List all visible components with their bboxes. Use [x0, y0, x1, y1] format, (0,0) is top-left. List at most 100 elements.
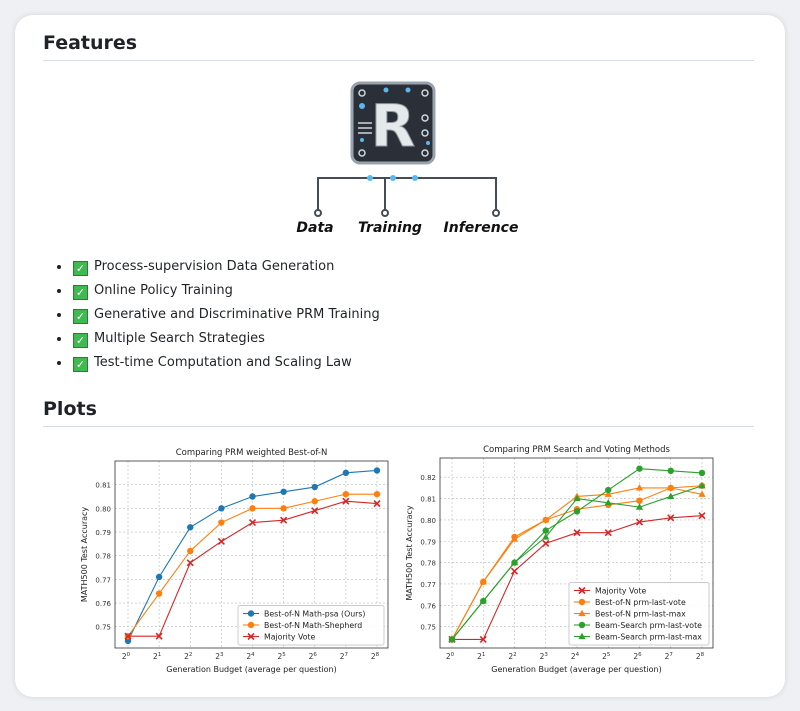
data-point	[280, 505, 287, 512]
data-point	[479, 578, 487, 585]
data-point	[187, 547, 194, 555]
plots-heading: Plots	[43, 398, 754, 427]
data-point	[573, 529, 581, 537]
check-mark-icon: ✓	[73, 333, 88, 348]
legend-label: Majority Vote	[264, 633, 316, 642]
data-point	[667, 492, 675, 500]
y-tick-label: 0.76	[95, 600, 111, 608]
check-mark-icon: ✓	[73, 309, 88, 324]
data-point	[542, 527, 549, 534]
y-tick-label: 0.81	[420, 496, 436, 504]
y-tick-label: 0.82	[420, 474, 436, 482]
list-item: ✓Process-supervision Data Generation	[71, 255, 380, 279]
data-point	[249, 493, 256, 500]
data-point	[636, 465, 643, 472]
svg-text:R: R	[371, 92, 416, 160]
data-point	[311, 483, 318, 491]
check-mark-icon: ✓	[73, 285, 88, 300]
x-tick-label: 25	[602, 652, 611, 661]
data-point	[667, 467, 674, 475]
legend-marker	[247, 610, 255, 617]
plot-frame	[114, 460, 389, 649]
chart-prm-search-voting: Comparing PRM Search and Voting Methods 0…	[405, 445, 714, 674]
data-point	[698, 490, 706, 497]
data-point	[342, 497, 350, 505]
x-tick-label: 24	[246, 652, 255, 661]
data-point	[604, 529, 612, 537]
series-0	[124, 467, 381, 645]
x-tick-label: 23	[215, 652, 224, 661]
data-point	[124, 632, 132, 640]
x-tick-label: 25	[277, 652, 286, 661]
data-point	[187, 524, 194, 531]
data-point	[604, 499, 612, 506]
list-item: ✓Online Policy Training	[71, 279, 380, 303]
legend-marker	[578, 598, 586, 606]
chart-title: Comparing PRM weighted Best-of-N	[176, 448, 328, 458]
plot-frame	[439, 457, 714, 649]
y-tick-label: 0.80	[95, 505, 111, 513]
data-point	[510, 535, 519, 542]
x-tick-label: 22	[508, 652, 516, 661]
data-point	[186, 559, 194, 567]
data-point	[249, 505, 256, 512]
x-tick-label: 27	[665, 652, 674, 661]
data-point	[479, 597, 487, 604]
legend-label: Beam-Search prm-last-max	[595, 633, 702, 642]
data-point	[311, 507, 319, 515]
check-mark-icon: ✓	[73, 357, 88, 372]
chart-prm-best-of-n: Comparing PRM weighted Best-of-N 0.75 0.76…	[80, 448, 389, 674]
x-tick-label: 22	[184, 652, 192, 661]
y-tick-label: 0.78	[95, 553, 111, 561]
x-tick-label: 20	[122, 652, 131, 661]
project-logo: R Data Training Inference	[296, 81, 519, 236]
x-tick-label: 28	[696, 652, 705, 661]
x-tick-label: 23	[540, 652, 549, 661]
data-point	[604, 490, 612, 497]
features-heading: Features	[43, 32, 754, 61]
data-point	[510, 567, 519, 575]
y-tick-label: 0.75	[420, 624, 436, 632]
legend-label: Best-of-N prm-last-vote	[595, 598, 686, 607]
data-point	[311, 498, 318, 505]
y-axis-label: MATH500 Test Accuracy	[405, 505, 414, 601]
logo-label-inference: Inference	[444, 220, 519, 236]
x-tick-label: 26	[633, 652, 642, 661]
legend-label: Majority Vote	[595, 587, 647, 596]
legend-marker	[578, 632, 586, 640]
y-tick-label: 0.77	[95, 576, 111, 584]
legend-label: Best-of-N Math-psa (Ours)	[264, 610, 365, 619]
y-tick-label: 0.76	[420, 602, 436, 610]
data-point	[542, 516, 550, 523]
data-point	[280, 516, 288, 524]
readme-card: Features R Data Training Inference ✓Proc…	[15, 15, 785, 697]
features-list: ✓Process-supervision Data Generation ✓On…	[43, 255, 380, 375]
series-0	[448, 512, 706, 644]
x-tick-label: 26	[309, 652, 318, 661]
y-tick-label: 0.79	[95, 529, 111, 537]
data-point	[155, 590, 163, 597]
legend-marker	[578, 586, 586, 595]
data-point	[667, 484, 675, 491]
data-point	[373, 500, 381, 508]
legend-marker	[247, 632, 255, 641]
data-point	[605, 486, 612, 494]
data-point	[573, 494, 581, 502]
data-point	[373, 467, 381, 474]
data-point	[124, 637, 132, 645]
legend-marker	[578, 621, 586, 629]
y-tick-label: 0.81	[95, 482, 111, 490]
data-point	[698, 512, 706, 520]
data-point	[155, 632, 163, 640]
check-mark-icon: ✓	[73, 261, 88, 276]
legend-label: Best-of-N prm-last-max	[595, 610, 686, 619]
data-point	[698, 469, 706, 477]
legend-label: Best-of-N Math-Shepherd	[264, 621, 362, 630]
y-tick-label: 0.75	[95, 624, 111, 632]
y-axis-label: MATH500 Test Accuracy	[80, 507, 89, 603]
x-tick-label: 24	[571, 652, 580, 661]
x-axis-label: Generation Budget (average per question)	[491, 665, 661, 674]
data-point	[542, 539, 550, 547]
list-item: ✓Generative and Discriminative PRM Train…	[71, 303, 380, 327]
data-point	[342, 469, 350, 477]
